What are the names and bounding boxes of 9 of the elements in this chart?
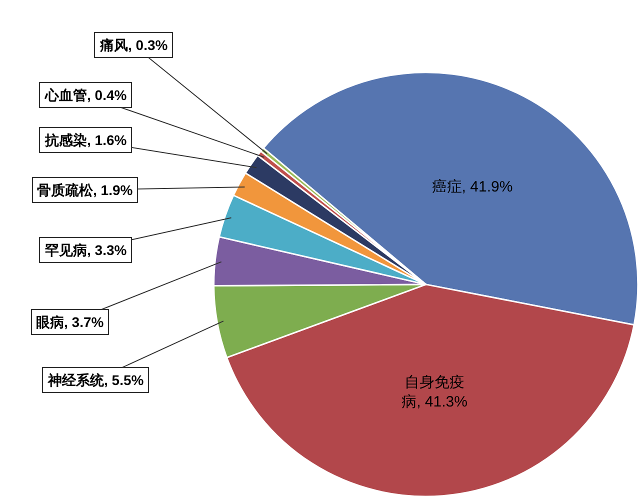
slice-label: 自身免疫病, 41.3% [402, 374, 468, 410]
slice-label: 癌症, 41.9% [432, 178, 513, 196]
slice-label: 眼病, 3.7% [36, 314, 104, 330]
slice-label: 罕见病, 3.3% [44, 242, 128, 258]
slice-label: 痛风, 0.3% [99, 37, 168, 53]
slice-label: 抗感染, 1.6% [44, 132, 128, 148]
slice-label: 骨质疏松, 1.9% [37, 182, 134, 198]
slice-label: 神经系统, 5.5% [47, 372, 144, 388]
slice-label: 心血管, 0.4% [44, 87, 128, 103]
